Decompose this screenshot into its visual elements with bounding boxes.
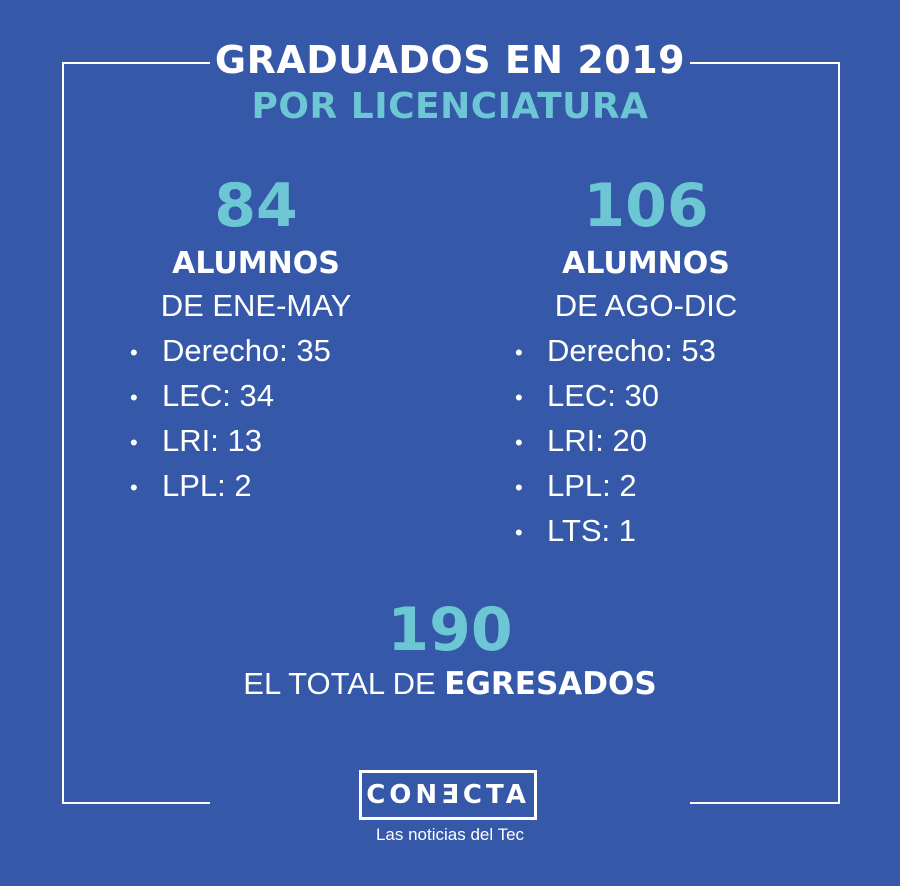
semester-unit-label: ALUMNOS bbox=[562, 246, 730, 281]
list-item-text: Derecho: 35 bbox=[162, 333, 331, 368]
semester-period-label: DE AGO-DIC bbox=[554, 288, 738, 323]
career-list: • Derecho: 35 • LEC: 34 • LRI: 13 • LPL: 2 bbox=[130, 328, 382, 508]
semester-count: 106 bbox=[583, 171, 709, 241]
total-label-prefix: EL TOTAL DE bbox=[243, 666, 436, 701]
total-label-bold: EGRESADOS bbox=[444, 666, 657, 702]
bullet-icon: • bbox=[515, 385, 523, 411]
list-item: • LTS: 1 bbox=[515, 508, 777, 553]
semester-column-ene-may: 84 ALUMNOS DE ENE-MAY • Derecho: 35 • LEC:… bbox=[130, 170, 382, 508]
bullet-icon: • bbox=[130, 430, 138, 456]
page-subtitle: POR LICENCIATURA bbox=[251, 86, 649, 127]
list-item: • LEC: 30 bbox=[515, 373, 777, 418]
semester-unit-label: ALUMNOS bbox=[172, 246, 340, 281]
conecta-logo: CONƎCTA bbox=[359, 770, 537, 820]
bullet-icon: • bbox=[130, 385, 138, 411]
semester-period-label: DE ENE-MAY bbox=[160, 288, 352, 323]
total-label: EL TOTAL DE EGRESADOS bbox=[0, 662, 900, 706]
frame-top-right-line bbox=[690, 62, 840, 64]
bullet-icon: • bbox=[515, 430, 523, 456]
career-list: • Derecho: 53 • LEC: 30 • LRI: 20 • LPL: 2 •… bbox=[515, 328, 777, 553]
frame-top-left-line bbox=[62, 62, 210, 64]
semester-count: 84 bbox=[214, 171, 298, 241]
logo-text: CONƎCTA bbox=[366, 780, 530, 810]
list-item-text: LRI: 13 bbox=[162, 423, 262, 458]
bullet-icon: • bbox=[130, 340, 138, 366]
bullet-icon: • bbox=[130, 475, 138, 501]
total-count: 190 bbox=[387, 595, 513, 665]
frame-bottom-right-line bbox=[690, 802, 840, 804]
list-item-text: LEC: 30 bbox=[547, 378, 660, 413]
list-item: • LRI: 20 bbox=[515, 418, 777, 463]
bullet-icon: • bbox=[515, 475, 523, 501]
list-item: • LPL: 2 bbox=[130, 463, 382, 508]
list-item-text: LRI: 20 bbox=[547, 423, 647, 458]
frame-right-line bbox=[838, 62, 840, 804]
list-item-text: LPL: 2 bbox=[162, 468, 252, 503]
list-item: • LEC: 34 bbox=[130, 373, 382, 418]
list-item-text: LTS: 1 bbox=[547, 513, 637, 548]
list-item: • LRI: 13 bbox=[130, 418, 382, 463]
list-item: • Derecho: 35 bbox=[130, 328, 382, 373]
list-item-text: LPL: 2 bbox=[547, 468, 637, 503]
frame-left-line bbox=[62, 62, 64, 804]
page-title: GRADUADOS EN 2019 bbox=[214, 38, 686, 82]
list-item-text: LEC: 34 bbox=[162, 378, 275, 413]
bullet-icon: • bbox=[515, 520, 523, 546]
list-item: • Derecho: 53 bbox=[515, 328, 777, 373]
bullet-icon: • bbox=[515, 340, 523, 366]
semester-column-ago-dic: 106 ALUMNOS DE AGO-DIC • Derecho: 53 • LEC… bbox=[515, 170, 777, 553]
list-item-text: Derecho: 53 bbox=[547, 333, 716, 368]
brand-tagline: Las noticias del Tec bbox=[375, 825, 525, 844]
list-item: • LPL: 2 bbox=[515, 463, 777, 508]
frame-bottom-left-line bbox=[62, 802, 210, 804]
